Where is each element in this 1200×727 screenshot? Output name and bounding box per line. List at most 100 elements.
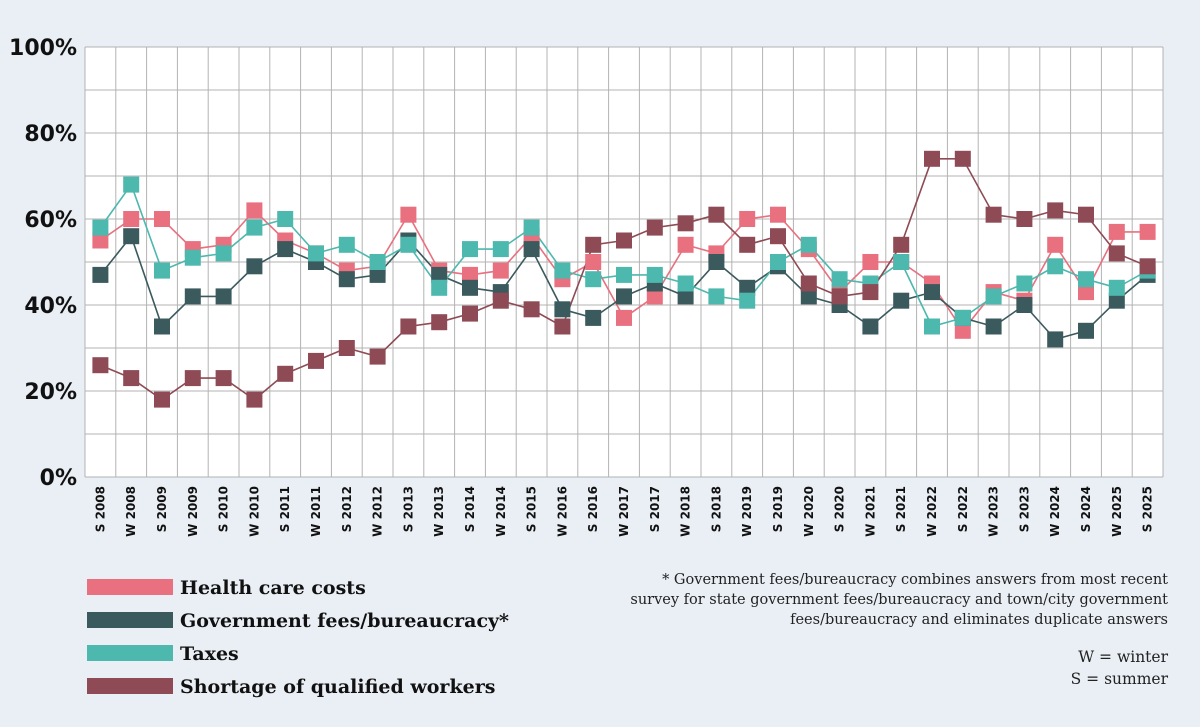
marker — [1078, 271, 1094, 288]
footnote: fees/bureaucracy and eliminates duplicat… — [790, 612, 1168, 628]
marker — [1139, 258, 1156, 275]
marker — [831, 271, 848, 288]
marker — [862, 318, 879, 335]
marker — [400, 206, 417, 223]
marker — [492, 292, 509, 309]
marker — [954, 150, 971, 167]
x-tick-label: S 2012 — [340, 486, 354, 532]
marker — [1078, 206, 1094, 223]
y-tick-label: 60% — [24, 208, 77, 233]
y-tick-label: 20% — [24, 380, 77, 405]
marker — [770, 254, 786, 270]
marker — [1016, 275, 1033, 292]
x-tick-label: S 2009 — [155, 486, 169, 532]
marker — [554, 301, 571, 318]
key-note: W = winter — [1078, 648, 1168, 666]
marker — [338, 340, 355, 356]
marker — [92, 219, 109, 236]
marker — [770, 228, 786, 245]
marker — [431, 314, 448, 331]
marker — [677, 275, 694, 292]
marker — [246, 202, 263, 219]
marker — [677, 215, 694, 232]
marker — [677, 288, 694, 305]
marker — [677, 236, 694, 253]
marker — [123, 176, 140, 193]
marker — [246, 391, 263, 408]
marker — [893, 254, 910, 270]
marker — [215, 245, 232, 262]
x-tick-label: S 2022 — [956, 486, 970, 532]
marker — [646, 266, 663, 283]
x-tick-label: W 2008 — [124, 486, 138, 537]
x-tick-label: S 2008 — [93, 486, 107, 532]
footnote: * Government fees/bureaucracy combines a… — [662, 572, 1168, 588]
marker — [123, 211, 140, 227]
x-tick-label: S 2023 — [1017, 486, 1031, 532]
marker — [800, 288, 817, 305]
marker — [369, 348, 386, 365]
legend-label: Taxes — [180, 643, 239, 665]
legend-label: Health care costs — [180, 577, 366, 599]
marker — [616, 309, 632, 326]
x-tick-label: W 2010 — [247, 486, 261, 537]
marker — [862, 254, 879, 270]
x-tick-label: W 2017 — [617, 486, 631, 537]
marker — [338, 236, 355, 253]
marker — [554, 262, 571, 279]
marker — [184, 370, 201, 387]
x-tick-label: W 2023 — [987, 486, 1001, 537]
legend-swatch — [87, 579, 173, 595]
marker — [154, 262, 170, 279]
marker — [277, 211, 294, 227]
marker — [215, 288, 232, 305]
marker — [1108, 223, 1125, 240]
x-tick-label: W 2020 — [802, 486, 816, 537]
marker — [646, 288, 663, 305]
marker — [616, 232, 632, 249]
marker — [893, 292, 910, 309]
marker — [1047, 236, 1064, 253]
x-tick-label: W 2024 — [1048, 486, 1062, 537]
marker — [431, 279, 448, 296]
marker — [739, 292, 756, 309]
key-note: S = summer — [1071, 670, 1169, 688]
marker — [400, 236, 417, 253]
marker — [277, 241, 294, 258]
x-tick-label: W 2022 — [925, 486, 939, 537]
marker — [985, 206, 1002, 223]
marker — [1016, 211, 1033, 227]
marker — [1139, 223, 1156, 240]
marker — [924, 318, 940, 335]
marker — [523, 301, 540, 318]
marker — [1108, 279, 1125, 296]
marker — [400, 318, 417, 335]
marker — [1108, 245, 1125, 262]
marker — [184, 288, 201, 305]
marker — [924, 284, 940, 301]
y-tick-label: 0% — [40, 466, 77, 491]
marker — [154, 318, 170, 335]
x-tick-label: S 2011 — [278, 486, 292, 532]
x-tick-label: S 2014 — [463, 486, 477, 532]
marker — [369, 254, 386, 270]
x-tick-label: W 2018 — [679, 486, 693, 537]
marker — [585, 271, 602, 288]
marker — [246, 258, 263, 275]
marker — [123, 228, 140, 245]
marker — [462, 305, 478, 322]
marker — [462, 266, 478, 283]
marker — [215, 370, 232, 387]
marker — [154, 211, 170, 227]
marker — [308, 352, 324, 369]
x-tick-label: W 2019 — [740, 486, 754, 537]
marker — [862, 284, 879, 301]
marker — [462, 241, 478, 258]
legend-label: Shortage of qualified workers — [180, 676, 495, 698]
marker — [1047, 258, 1064, 275]
x-tick-label: W 2009 — [186, 486, 200, 537]
marker — [123, 370, 140, 387]
marker — [616, 266, 632, 283]
marker — [585, 309, 602, 326]
